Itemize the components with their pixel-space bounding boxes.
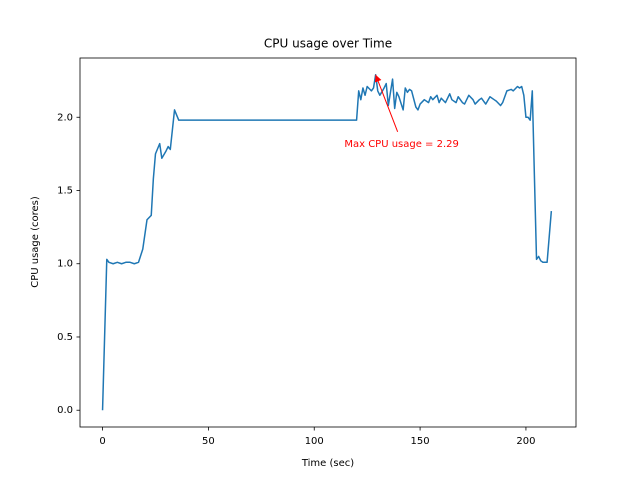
x-axis-label: Time (sec) (301, 458, 354, 469)
y-axis-label: CPU usage (cores) (30, 196, 41, 288)
y-tick-label: 1.5 (57, 185, 73, 196)
chart-title: CPU usage over Time (264, 37, 392, 51)
data-line (101, 74, 553, 411)
plot-frame (79, 57, 577, 428)
y-tick-label: 0.5 (57, 332, 73, 343)
x-tick-label: 50 (202, 436, 215, 447)
x-tick-label: 150 (411, 436, 430, 447)
x-tick-label: 200 (516, 436, 535, 447)
y-tick-label: 2.0 (57, 112, 73, 123)
annotation-text: Max CPU usage = 2.29 (344, 139, 459, 150)
x-tick-label: 0 (99, 436, 105, 447)
annotation-arrow (374, 74, 399, 132)
x-tick-label: 100 (305, 436, 324, 447)
y-tick-label: 1.0 (57, 259, 73, 270)
y-tick-label: 0.0 (57, 405, 73, 416)
